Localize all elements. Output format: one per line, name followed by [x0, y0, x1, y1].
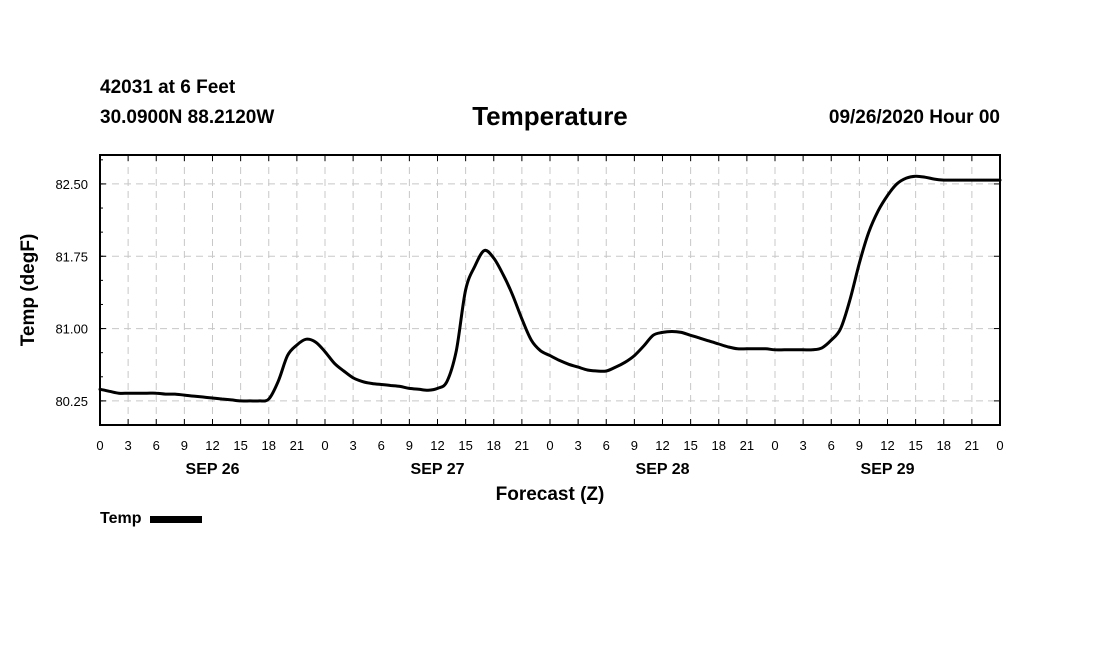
x-tick-label: 15	[908, 438, 922, 453]
coordinates-label: 30.0900N 88.2120W	[100, 107, 275, 128]
x-tick-label: 12	[880, 438, 894, 453]
station-label: 42031 at 6 Feet	[100, 77, 236, 98]
x-tick-label: 6	[153, 438, 160, 453]
x-tick-label: 12	[655, 438, 669, 453]
legend: Temp	[100, 510, 203, 528]
x-tick-label: 3	[800, 438, 807, 453]
x-tick-label: 9	[856, 438, 863, 453]
y-axis-title: Temp (degF)	[18, 234, 39, 347]
date-label: SEP 26	[186, 461, 240, 478]
x-tick-label: 15	[458, 438, 472, 453]
x-axis-title: Forecast (Z)	[496, 484, 605, 505]
x-tick-label: 9	[181, 438, 188, 453]
x-tick-label: 9	[406, 438, 413, 453]
legend-label: Temp	[100, 510, 142, 527]
x-tick-label: 21	[515, 438, 529, 453]
x-tick-label: 0	[996, 438, 1003, 453]
legend-swatch	[150, 515, 203, 523]
datetime-label: 09/26/2020 Hour 00	[828, 107, 1000, 128]
y-tick-label: 82.50	[55, 177, 88, 192]
x-tick-label: 21	[965, 438, 979, 453]
x-tick-label: 3	[350, 438, 357, 453]
y-tick-label: 80.25	[55, 394, 88, 409]
x-tick-label: 12	[430, 438, 444, 453]
series-group	[98, 174, 1002, 403]
x-tick-label: 18	[937, 438, 951, 453]
chart-title-text: Temperature	[472, 101, 628, 131]
x-tick-label: 15	[683, 438, 697, 453]
chart-title: Temperature	[0, 101, 1100, 132]
x-tick-label: 3	[125, 438, 132, 453]
x-tick-label: 6	[603, 438, 610, 453]
x-tick-label: 15	[233, 438, 247, 453]
date-label: SEP 28	[636, 461, 690, 478]
series-line-temp	[98, 174, 1002, 403]
x-tick-label: 3	[575, 438, 582, 453]
x-tick-label: 6	[828, 438, 835, 453]
x-tick-label: 0	[771, 438, 778, 453]
x-tick-label: 18	[712, 438, 726, 453]
grid-lines	[100, 155, 1000, 425]
x-tick-label: 0	[546, 438, 553, 453]
y-tick-label: 81.00	[55, 322, 88, 337]
x-tick-label: 6	[378, 438, 385, 453]
axis-ticks	[99, 155, 1001, 426]
x-tick-label: 0	[96, 438, 103, 453]
x-tick-label: 0	[321, 438, 328, 453]
x-tick-label: 12	[205, 438, 219, 453]
y-tick-label: 81.75	[55, 249, 88, 264]
x-tick-label: 21	[290, 438, 304, 453]
date-label: SEP 29	[861, 461, 915, 478]
x-tick-label: 21	[740, 438, 754, 453]
date-label: SEP 27	[411, 461, 465, 478]
x-tick-label: 9	[631, 438, 638, 453]
x-tick-label: 18	[262, 438, 276, 453]
x-tick-label: 18	[487, 438, 501, 453]
axis-labels: 0 3 6 9 12 15 18 21 0 3 6 9 12 15 18 21 0 3 6 9 12 15 18 21 0 3 6 9…	[55, 177, 1003, 478]
